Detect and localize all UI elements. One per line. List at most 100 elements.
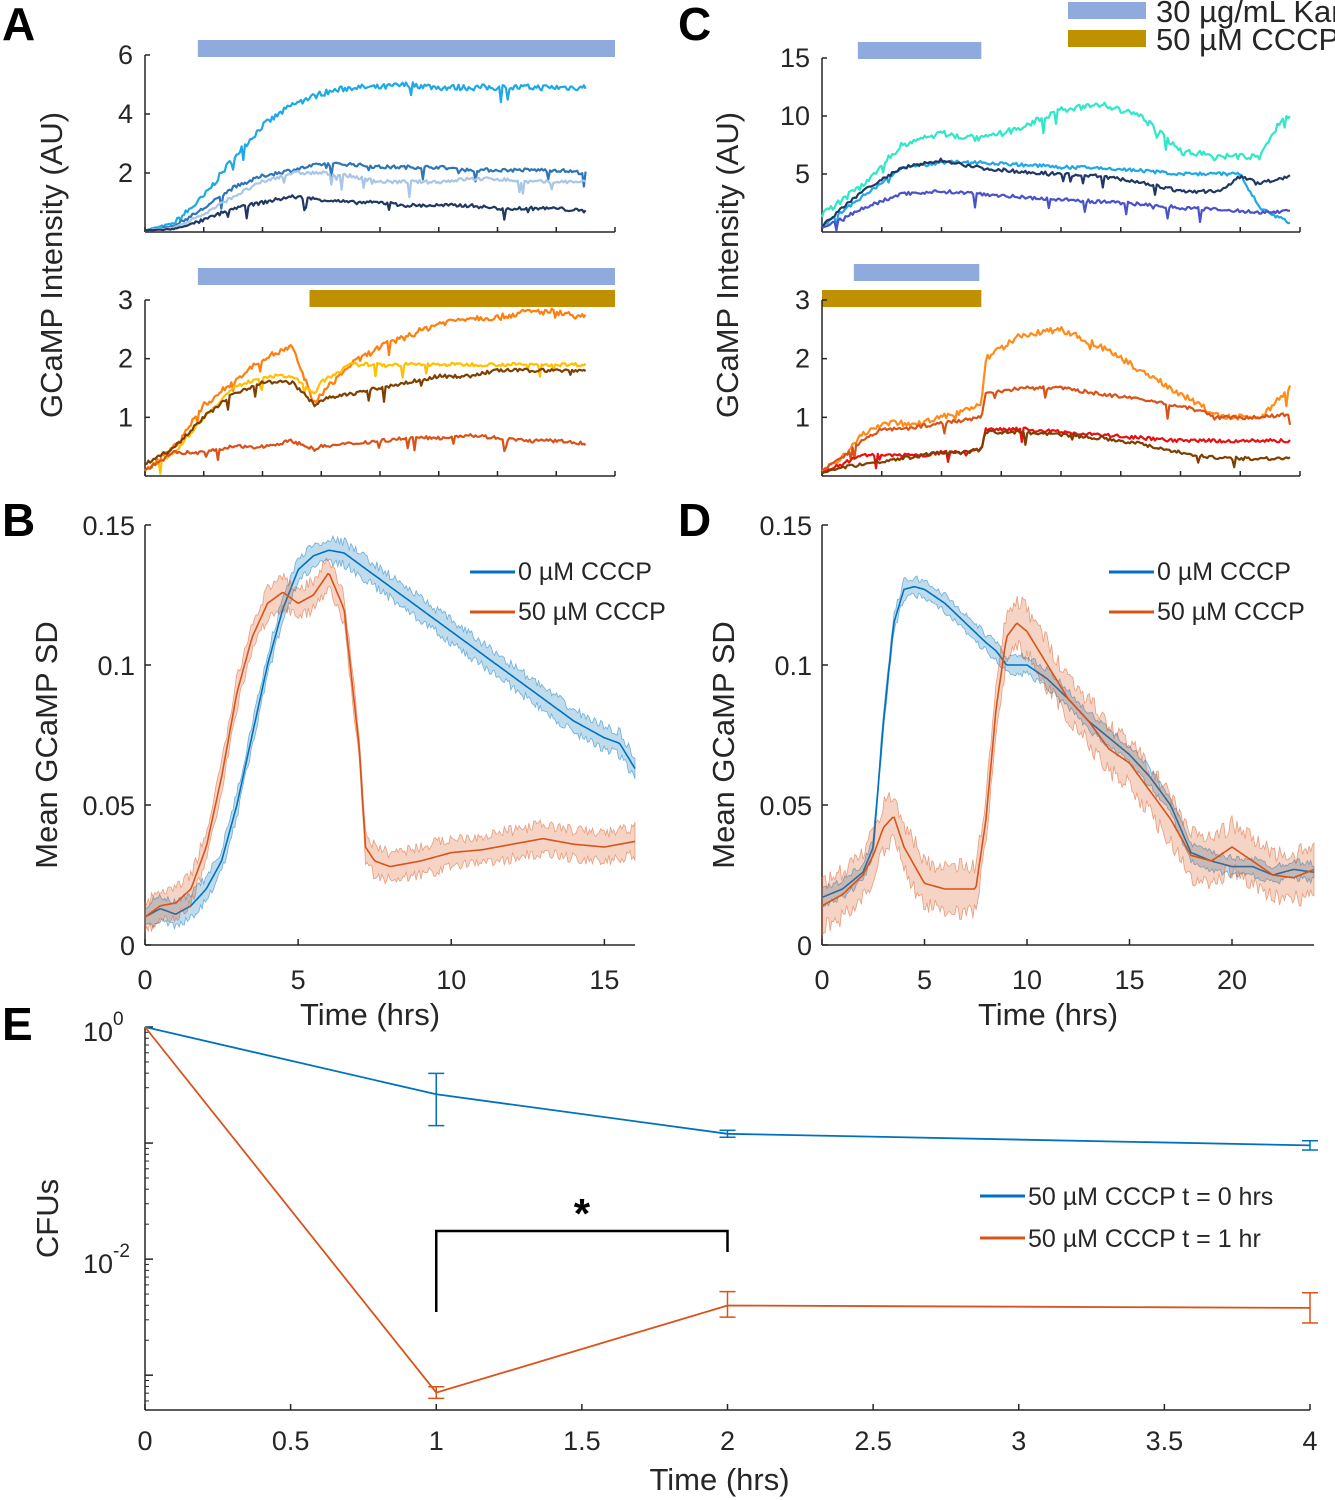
- y-tick-label: 3: [118, 285, 133, 315]
- y-tick-label: 0.05: [82, 791, 135, 821]
- y-tick-label: 4: [118, 99, 133, 129]
- line-50uM: [144, 572, 636, 918]
- y-tick-label: 10: [83, 1249, 113, 1279]
- x-tick-label: 2.5: [854, 1426, 892, 1456]
- x-tick-label: 0.5: [272, 1426, 310, 1456]
- x-tick-label: 0: [137, 1426, 152, 1456]
- y-tick-label: 3: [795, 285, 810, 315]
- x-tick-label: 0: [814, 965, 829, 995]
- trace-cell1: [821, 326, 1292, 472]
- x-axis-label: Time (hrs): [978, 997, 1118, 1032]
- x-tick-label: 10: [1012, 965, 1042, 995]
- y-tick-label: 0.15: [82, 511, 135, 541]
- panel-label-b: B: [2, 494, 35, 546]
- chart-a-bottom: 1 2 3: [118, 268, 616, 477]
- line-0uM: [144, 549, 636, 918]
- y-axis-label: Mean GCaMP SD: [29, 621, 64, 869]
- panel-label-e: E: [2, 998, 33, 1050]
- legend-label: 50 µM CCCP t = 0 hrs: [1028, 1183, 1273, 1211]
- trace-cell4: [145, 194, 587, 232]
- y-tick-label: 0: [120, 931, 135, 961]
- trace-cell4: [144, 433, 587, 471]
- y-tick-label: 2: [118, 158, 133, 188]
- x-tick-label: 15: [589, 965, 619, 995]
- y-tick-label: 0: [797, 931, 812, 961]
- x-tick-label: 2: [720, 1426, 735, 1456]
- trace-cell1: [820, 101, 1291, 218]
- trace-cell3: [145, 170, 587, 232]
- trace-cell3: [821, 157, 1291, 227]
- x-tick-label: 20: [1217, 965, 1247, 995]
- trace-cell4: [821, 429, 1291, 475]
- x-tick-label: 5: [917, 965, 932, 995]
- band-0uM: [144, 534, 636, 931]
- trace-cell3: [821, 426, 1291, 475]
- x-tick-label: 3: [1011, 1426, 1026, 1456]
- treatment-bar-cccp: [309, 290, 615, 307]
- trace-cell2: [144, 361, 587, 475]
- band-50uM: [821, 595, 1315, 936]
- trace-cell2: [821, 385, 1292, 471]
- x-tick-label: 10: [436, 965, 466, 995]
- x-tick-label: 0: [137, 965, 152, 995]
- legend-kan-swatch: [1068, 2, 1146, 19]
- legend-label: 50 µM CCCP: [518, 598, 666, 626]
- band-50uM: [144, 557, 636, 933]
- treatment-bar-kan: [197, 40, 615, 57]
- significance-bracket: [435, 1229, 729, 1312]
- legend-kan-label: 30 µg/mL Kan: [1156, 0, 1335, 29]
- treatment-bar-cccp: [822, 290, 982, 307]
- ylabel-c: GCaMP Intensity (AU): [710, 112, 745, 418]
- x-tick-label: 3.5: [1146, 1426, 1184, 1456]
- y-tick-label: 10: [780, 101, 810, 131]
- trace-cell1: [144, 307, 587, 472]
- trace-cell1: [145, 81, 587, 232]
- x-axis-label: Time (hrs): [649, 1462, 789, 1497]
- trace-cell4: [821, 189, 1291, 232]
- y-tick-label: 0.1: [774, 651, 812, 681]
- y-tick-label: 1: [118, 402, 133, 432]
- legend-label: 0 µM CCCP: [1157, 558, 1291, 586]
- treatment-bar-kan: [857, 42, 982, 59]
- y-tick-label: 0.15: [759, 511, 812, 541]
- x-tick-label: 5: [291, 965, 306, 995]
- treatment-bar-kan: [197, 268, 615, 285]
- ylabel-a: GCaMP Intensity (AU): [34, 112, 69, 418]
- y-axis-label: CFUs: [30, 1179, 65, 1258]
- chart-b: 0 5 10 15 0 0.05 0.1 0.15 Time (hrs) Mean GCaMP S…: [29, 511, 666, 1032]
- y-tick-label: 0.05: [759, 791, 812, 821]
- panel-label-d: D: [678, 494, 711, 546]
- y-tick-exponent: -2: [113, 1241, 130, 1262]
- y-tick-exponent: 0: [113, 1009, 124, 1030]
- legend-cccp-label: 50 µM CCCP: [1156, 22, 1335, 57]
- legend-cccp-swatch: [1068, 30, 1146, 47]
- series-line-0: [144, 1026, 1311, 1147]
- x-axis-label: Time (hrs): [300, 997, 440, 1032]
- legend-label: 0 µM CCCP: [518, 558, 652, 586]
- series-line-1: [144, 1026, 1311, 1394]
- legend-label: 50 µM CCCP: [1157, 598, 1305, 626]
- y-tick-label: 2: [118, 344, 133, 374]
- chart-c-top: 5 10 15: [780, 42, 1301, 233]
- chart-d: 0 5 10 15 20 0 0.05 0.1 0.15 Time (hrs) Mean GCaMP…: [706, 511, 1315, 1032]
- trace-cell2: [821, 159, 1291, 228]
- trace-cell2: [145, 161, 587, 232]
- treatment-bar-kan: [853, 264, 980, 281]
- y-tick-label: 1: [795, 402, 810, 432]
- x-tick-label: 1.5: [563, 1426, 601, 1456]
- line-50uM: [821, 622, 1315, 907]
- panel-label-c: C: [678, 0, 711, 50]
- chart-a-top: 2 4 6: [118, 40, 616, 233]
- y-tick-label: 2: [795, 344, 810, 374]
- legend-label: 50 µM CCCP t = 1 hr: [1028, 1225, 1261, 1253]
- y-tick-label: 5: [795, 159, 810, 189]
- y-tick-label: 0.1: [97, 651, 135, 681]
- x-tick-label: 1: [429, 1426, 444, 1456]
- panel-label-a: A: [2, 0, 35, 50]
- y-tick-label: 15: [780, 43, 810, 73]
- y-tick-label: 6: [118, 40, 133, 70]
- y-axis-label: Mean GCaMP SD: [706, 621, 741, 869]
- x-tick-label: 4: [1302, 1426, 1317, 1456]
